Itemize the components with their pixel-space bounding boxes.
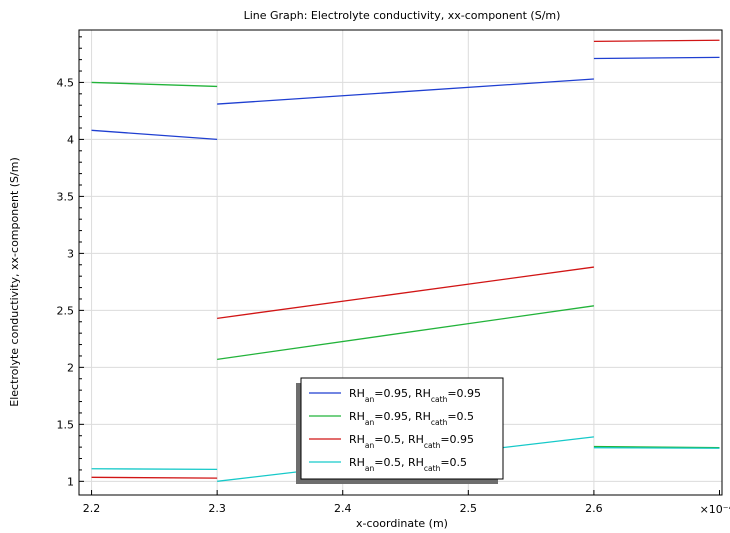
axis-ticks: 2.2 2.3 2.4 2.5 2.6 1 1.5 2 2.5 3 3.5 4 4.5 xyxy=(57,36,720,515)
series-1-segment-2 xyxy=(217,78,594,105)
x-tick-label: 2.2 xyxy=(83,502,101,515)
legend: RHan=0.95, RHcath=0.95 RHan=0.95, RHcath=… xyxy=(296,377,504,484)
y-tick-label: 4 xyxy=(67,133,74,146)
x-tick-label: 2.3 xyxy=(208,502,226,515)
series-3-segment-2 xyxy=(217,266,594,319)
series-3-segment-3 xyxy=(593,39,720,43)
series-2-segment-1 xyxy=(91,81,218,88)
y-tick-label: 3.5 xyxy=(57,190,75,203)
chart-title: Line Graph: Electrolyte conductivity, xx… xyxy=(244,9,561,22)
series-3-segment-1 xyxy=(91,476,218,479)
y-tick-label: 1.5 xyxy=(57,418,75,431)
x-axis-label: x-coordinate (m) xyxy=(356,517,448,530)
x-axis-multiplier: ×10⁻⁴ xyxy=(700,503,730,516)
series-4-segment-1 xyxy=(91,468,218,471)
y-tick-label: 4.5 xyxy=(57,76,75,89)
legend-label: RHan=0.95, RHcath=0.95 xyxy=(349,387,481,404)
series-1-segment-1 xyxy=(91,129,218,141)
y-tick-label: 2.5 xyxy=(57,304,75,317)
x-tick-label: 2.4 xyxy=(334,502,352,515)
y-axis-label: Electrolyte conductivity, xx-component (… xyxy=(8,157,21,407)
series-4-segment-3 xyxy=(593,447,720,449)
y-tick-label: 1 xyxy=(67,475,74,488)
legend-box xyxy=(300,377,504,480)
y-tick-label: 2 xyxy=(67,361,74,374)
series-2-segment-3 xyxy=(593,445,720,449)
y-tick-label: 3 xyxy=(67,247,74,260)
series-lines xyxy=(91,39,720,482)
series-1-segment-3 xyxy=(593,56,720,60)
series-2-segment-2 xyxy=(217,305,594,361)
plot-frame xyxy=(78,29,723,496)
legend-label: RHan=0.95, RHcath=0.5 xyxy=(349,410,474,427)
legend-label: RHan=0.5, RHcath=0.95 xyxy=(349,433,474,450)
x-tick-label: 2.6 xyxy=(585,502,603,515)
legend-label: RHan=0.5, RHcath=0.5 xyxy=(349,456,467,473)
x-tick-label: 2.5 xyxy=(460,502,478,515)
